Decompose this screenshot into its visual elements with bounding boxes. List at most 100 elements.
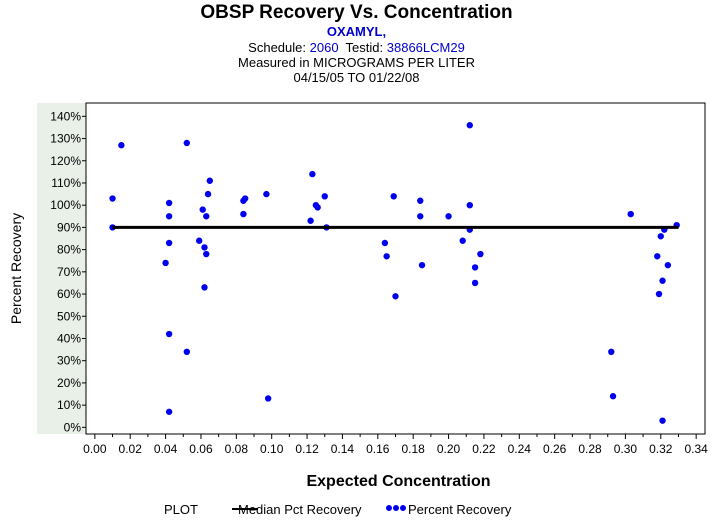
data-point (183, 139, 191, 147)
x-tick-label: 0.14 (331, 442, 355, 456)
data-point (627, 210, 634, 218)
data-point (203, 213, 210, 220)
x-tick-label: 0.16 (366, 442, 390, 456)
data-point (608, 348, 615, 356)
x-tick-label: 0.02 (119, 442, 143, 456)
data-point (165, 330, 173, 338)
y-tick-label: 120% (50, 154, 81, 168)
x-tick-label: 0.12 (295, 442, 319, 456)
date-range: 04/15/05 TO 01/22/08 (293, 70, 420, 85)
data-point (655, 290, 663, 298)
data-point (307, 217, 314, 224)
x-tick-label: 0.34 (684, 442, 708, 456)
y-tick-label: 130% (50, 132, 81, 146)
chart-title: OBSP Recovery Vs. Concentration (200, 2, 513, 23)
data-point (240, 210, 247, 218)
data-point (183, 348, 191, 356)
x-tick-label: 0.04 (154, 442, 178, 456)
legend-point-swatch (400, 505, 406, 511)
data-point (390, 193, 397, 200)
x-tick-label: 0.22 (472, 442, 496, 456)
data-point (264, 395, 272, 402)
testid-value: 38866LCM29 (386, 40, 465, 55)
y-tick-label: 20% (57, 376, 81, 390)
data-point (392, 293, 399, 300)
data-point (417, 197, 424, 204)
data-point (204, 190, 212, 198)
y-tick-band-fill (37, 103, 86, 434)
data-point (165, 213, 173, 220)
x-tick-label: 0.26 (543, 442, 567, 456)
plot-area (85, 102, 706, 435)
data-point (118, 142, 125, 149)
data-point (659, 277, 666, 284)
data-point (241, 195, 249, 202)
data-point (471, 264, 479, 271)
data-point (466, 122, 473, 129)
x-tick-label: 0.30 (614, 442, 638, 456)
data-point (417, 213, 424, 220)
data-point (206, 177, 213, 184)
y-tick-label: 70% (57, 265, 81, 279)
data-point (201, 284, 208, 291)
data-point (321, 193, 328, 200)
data-point (195, 237, 203, 244)
data-point (477, 250, 484, 258)
y-tick-label: 30% (57, 354, 81, 368)
data-point (657, 233, 664, 240)
data-point (459, 237, 466, 244)
y-axis-label: Percent Recovery (8, 213, 24, 324)
legend-points-label: Percent Recovery (408, 502, 512, 517)
x-tick-label: 0.18 (402, 442, 426, 456)
x-axis-label: Expected Concentration (306, 473, 490, 490)
measured-units: Measured in MICROGRAMS PER LITER (238, 55, 475, 70)
data-point (201, 244, 208, 251)
x-tick-label: 0.06 (189, 442, 213, 456)
y-tick-band (37, 103, 86, 434)
data-point (664, 261, 672, 269)
x-tick-label: 0.10 (260, 442, 284, 456)
data-point (471, 279, 479, 287)
data-point (654, 253, 661, 260)
data-point (383, 253, 390, 260)
analyte-name: OXAMYL, (326, 24, 387, 39)
data-point (418, 261, 426, 269)
data-point (165, 199, 173, 207)
x-tick-label: 0.32 (649, 442, 673, 456)
y-tick-label: 90% (57, 220, 81, 234)
data-point (609, 393, 617, 400)
y-tick-label: 60% (57, 287, 81, 301)
data-point (314, 204, 321, 211)
data-point (466, 201, 473, 209)
data-point (445, 213, 452, 220)
y-tick-label: 50% (57, 309, 81, 323)
schedule-value: 2060 (309, 40, 339, 55)
data-point (162, 259, 169, 267)
y-tick-label: 10% (57, 398, 81, 412)
y-tick-label: 100% (50, 198, 81, 212)
y-tick-label: 80% (57, 243, 81, 257)
data-point (109, 195, 116, 202)
data-point (165, 239, 173, 247)
data-point (659, 417, 666, 424)
x-tick-label: 0.08 (225, 442, 249, 456)
y-tick-label: 0% (64, 420, 82, 434)
x-tick-label: 0.00 (83, 442, 107, 456)
testid-label: Testid: (345, 40, 384, 55)
data-point (199, 206, 206, 213)
schedule-label: Schedule: (248, 40, 306, 55)
x-tick-label: 0.24 (508, 442, 532, 456)
data-point (165, 408, 173, 415)
data-point (263, 190, 270, 198)
legend: PLOT Median Pct Recovery Percent Recover… (164, 502, 512, 517)
legend-point-swatch (393, 505, 399, 511)
x-tick-label: 0.20 (437, 442, 461, 456)
legend-title: PLOT (164, 502, 198, 517)
y-tick-label: 40% (57, 331, 81, 345)
data-point (309, 170, 316, 178)
data-point (381, 239, 389, 247)
y-tick-label: 140% (50, 109, 81, 123)
legend-point-swatch (386, 505, 392, 511)
schedule-line: Schedule: 2060 Testid: 38866LCM29 (0, 40, 713, 55)
